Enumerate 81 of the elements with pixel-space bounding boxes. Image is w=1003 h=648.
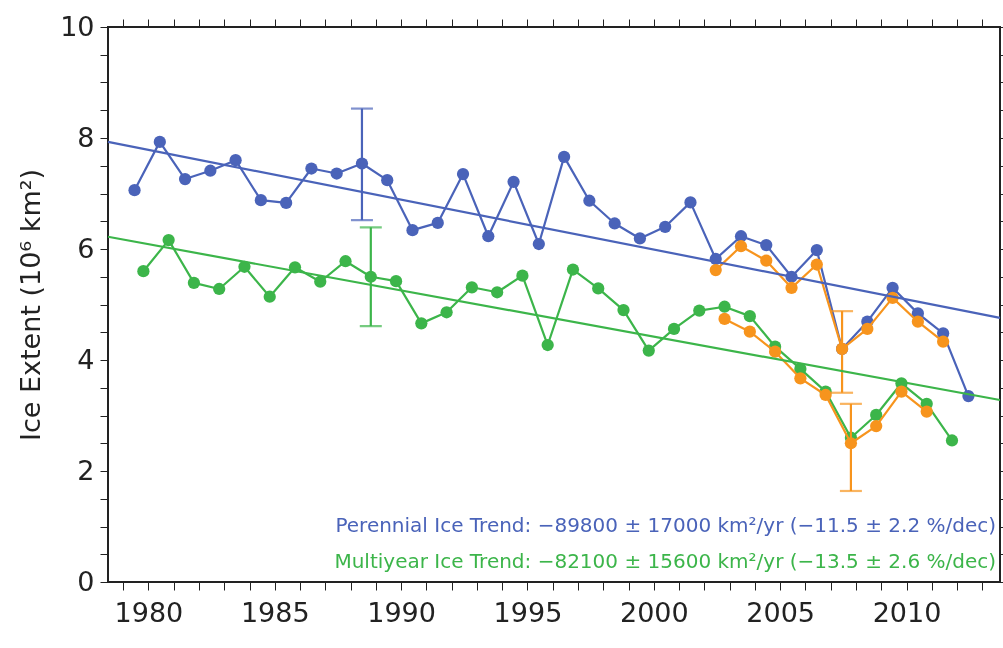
point [314, 275, 327, 288]
point [870, 419, 883, 433]
point [213, 282, 226, 296]
point [557, 150, 571, 163]
point [339, 255, 352, 268]
point [608, 217, 621, 230]
point [895, 385, 908, 398]
point [456, 167, 470, 181]
x-tick-label: 2005 [746, 596, 816, 628]
point [532, 237, 545, 251]
point [541, 338, 554, 352]
point [431, 216, 444, 230]
point [263, 290, 276, 303]
y-tick-label: 6 [77, 232, 95, 264]
annotation: Multiyear Ice Trend: −82100 ± 15600 km²/yr (−13.5 ± 2.6 %/dec) [334, 549, 996, 573]
x-tick-label: 1985 [240, 596, 310, 628]
point [389, 275, 403, 288]
y-tick-label: 8 [77, 121, 95, 153]
point [633, 232, 647, 245]
point [482, 230, 495, 243]
point [945, 434, 959, 447]
point [440, 306, 453, 319]
point [709, 263, 722, 277]
y-tick-label: 10 [60, 10, 95, 42]
point [684, 196, 697, 209]
point [920, 405, 933, 418]
point [718, 312, 731, 326]
y-tick-label: 0 [77, 565, 95, 597]
point [229, 154, 242, 167]
x-tick-label: 2010 [872, 596, 942, 628]
point [330, 167, 343, 180]
point [592, 282, 605, 295]
point [760, 239, 773, 252]
point [743, 325, 756, 338]
point [642, 344, 655, 357]
y-tick-label: 4 [77, 343, 95, 375]
x-tick-label: 2000 [619, 596, 689, 628]
x-tick-label: 1990 [367, 596, 436, 628]
point [381, 174, 394, 187]
point [305, 162, 318, 175]
point [153, 135, 166, 148]
point [162, 234, 175, 247]
y-axis-title: Ice Extent (10⁶ km²) [15, 168, 47, 442]
point [280, 196, 293, 210]
point [810, 244, 823, 257]
point [870, 408, 883, 422]
point [743, 310, 756, 323]
point [667, 322, 681, 336]
point [785, 281, 798, 294]
point [911, 315, 924, 328]
point [768, 345, 782, 358]
point [937, 335, 950, 348]
point [734, 240, 748, 253]
point [178, 172, 192, 186]
x-tick-label: 1995 [493, 596, 563, 628]
point [507, 175, 520, 188]
point [794, 372, 807, 385]
point [137, 265, 150, 278]
point [659, 220, 672, 233]
point [415, 317, 428, 330]
point [760, 254, 773, 267]
point [810, 258, 823, 271]
point [254, 194, 267, 207]
point [491, 286, 504, 299]
point [718, 300, 731, 313]
annotation: Perennial Ice Trend: −89800 ± 17000 km²/yr (−11.5 ± 2.2 %/dec) [335, 513, 996, 537]
point [187, 276, 201, 289]
point [128, 184, 141, 197]
point [516, 269, 529, 282]
point [861, 322, 874, 336]
point [566, 263, 580, 276]
point [693, 304, 706, 317]
x-tick-label: 1980 [114, 596, 184, 628]
y-tick-label: 2 [77, 454, 95, 486]
point [583, 194, 596, 207]
point [819, 388, 832, 402]
point [617, 303, 630, 317]
point [734, 230, 748, 243]
point [204, 164, 217, 177]
point [406, 224, 419, 237]
point [465, 281, 478, 294]
